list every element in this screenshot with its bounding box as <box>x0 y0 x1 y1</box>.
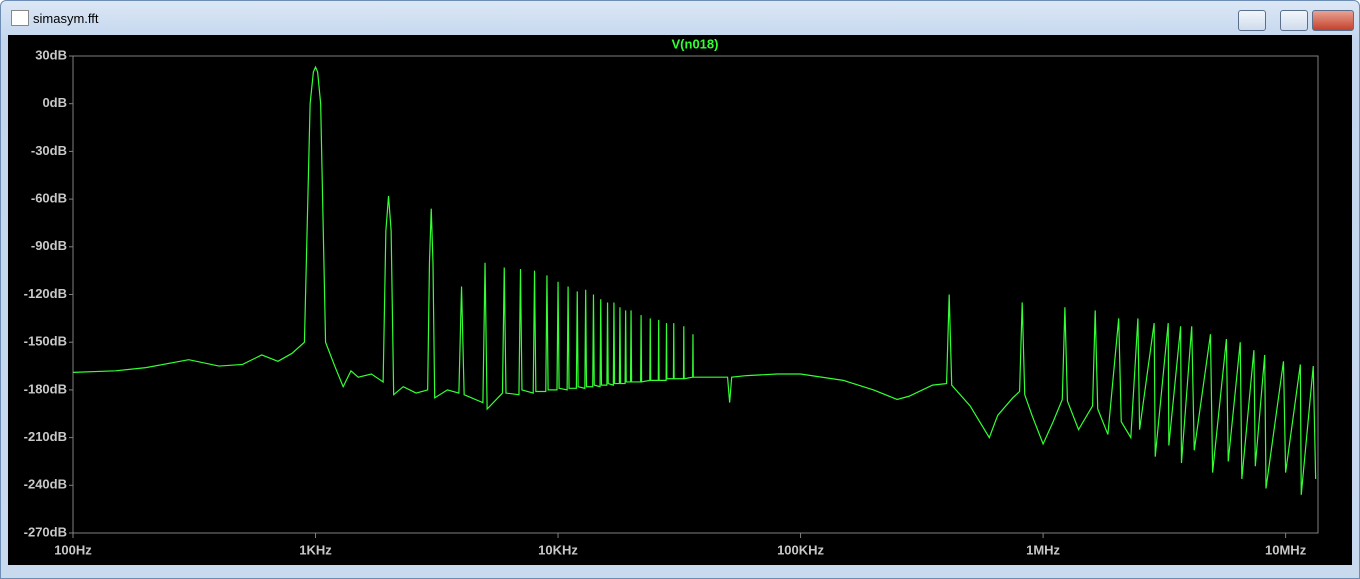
x-tick-label: 100Hz <box>54 542 92 557</box>
x-tick-label: 1KHz <box>299 542 332 557</box>
window-icon <box>11 10 29 26</box>
y-tick-label: -180dB <box>24 381 67 396</box>
x-tick-label: 100KHz <box>777 542 824 557</box>
y-tick-label: 0dB <box>42 95 67 110</box>
y-tick-label: -240dB <box>24 477 67 492</box>
y-tick-label: -90dB <box>31 238 67 253</box>
plot-background <box>8 35 1352 565</box>
minimize-button[interactable] <box>1238 10 1266 31</box>
y-tick-label: -210dB <box>24 429 67 444</box>
maximize-button[interactable] <box>1280 10 1308 31</box>
y-tick-label: -120dB <box>24 286 67 301</box>
y-tick-label: 30dB <box>35 47 67 62</box>
trace-label: V(n018) <box>672 36 719 51</box>
y-tick-label: -30dB <box>31 143 67 158</box>
x-tick-label: 10KHz <box>538 542 578 557</box>
y-tick-label: -150dB <box>24 334 67 349</box>
x-tick-label: 1MHz <box>1026 542 1060 557</box>
close-button[interactable] <box>1312 10 1354 31</box>
trace-line <box>72 65 1317 495</box>
y-tick-label: -60dB <box>31 191 67 206</box>
y-tick-label: -270dB <box>24 524 67 539</box>
x-tick-label: 10MHz <box>1265 542 1307 557</box>
window-title: simasym.fft <box>33 11 99 26</box>
